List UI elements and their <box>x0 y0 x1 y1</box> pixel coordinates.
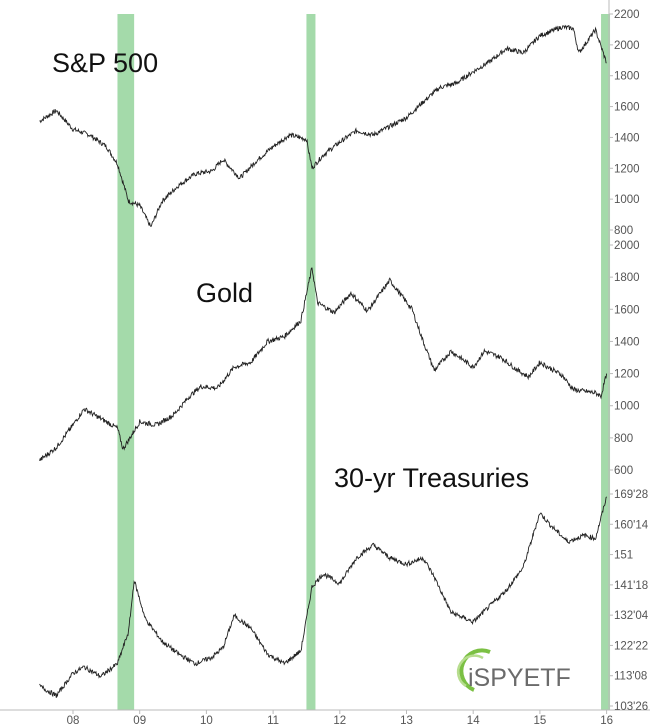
title-layer: S&P 500 Gold 30-yr Treasuries <box>52 48 529 493</box>
sp500-y-tick-label: 1400 <box>614 132 640 144</box>
x-tick-label: 13 <box>400 715 413 727</box>
logo-swoosh-icon <box>459 648 491 692</box>
x-tick-label: 14 <box>467 715 480 727</box>
sp500-series-line <box>39 24 607 227</box>
series-layer <box>39 24 608 698</box>
treasuries-y-tick-label: 132'04 <box>614 610 649 622</box>
treasuries-y-tick-label: 103'26 <box>614 701 648 713</box>
x-tick-label: 10 <box>200 715 213 727</box>
x-tick-label: 11 <box>267 715 279 727</box>
logo-swoosh-inner-icon <box>456 654 484 688</box>
treasuries-y-tick-label: 151 <box>614 550 633 562</box>
sp500-title: S&P 500 <box>52 48 158 78</box>
gold-y-tick-label: 2000 <box>614 240 640 252</box>
gold-y-tick-label: 1200 <box>614 369 640 381</box>
logo-text: iSPYETF <box>468 664 571 692</box>
sp500-y-tick-label: 2200 <box>614 9 640 21</box>
gold-y-tick-label: 1400 <box>614 336 640 348</box>
ispyetf-logo: iSPYETF <box>456 648 571 692</box>
treasuries-y-tick-label: 122'22 <box>614 640 648 652</box>
treasuries-y-tick-label: 113'08 <box>614 671 647 683</box>
gold-y-tick-label: 600 <box>614 465 633 477</box>
treasuries-y-tick-label: 169'28 <box>614 489 648 501</box>
x-tick-label: 15 <box>534 715 547 727</box>
highlight-layer <box>117 14 611 710</box>
x-tick-label: 08 <box>67 715 80 727</box>
highlight-band-3 <box>601 14 611 710</box>
gold-y-tick-label: 1000 <box>614 401 640 413</box>
sp500-y-tick-label: 1200 <box>614 163 640 175</box>
gold-y-tick-label: 800 <box>614 433 633 445</box>
treasuries-y-tick-label: 160'14 <box>614 519 649 531</box>
sp500-y-tick-label: 2000 <box>614 40 640 52</box>
x-tick-label: 16 <box>600 715 613 727</box>
gold-title: Gold <box>196 278 253 308</box>
x-tick-label: 09 <box>133 715 146 727</box>
gold-y-tick-label: 1600 <box>614 304 640 316</box>
treasuries-y-tick-label: 141'18 <box>614 580 648 592</box>
sp500-y-tick-label: 1000 <box>614 194 640 206</box>
sp500-y-tick-label: 1600 <box>614 102 640 114</box>
gold-series-line <box>39 267 608 462</box>
highlight-band-2 <box>306 14 316 710</box>
sp500-y-tick-label: 1800 <box>614 71 640 83</box>
x-tick-label: 12 <box>333 715 346 727</box>
treasuries-title: 30-yr Treasuries <box>334 463 529 493</box>
treasuries-series-line <box>39 496 607 698</box>
highlight-band-1 <box>117 14 135 710</box>
sp500-y-tick-label: 800 <box>614 225 633 237</box>
gold-y-tick-label: 1800 <box>614 272 640 284</box>
